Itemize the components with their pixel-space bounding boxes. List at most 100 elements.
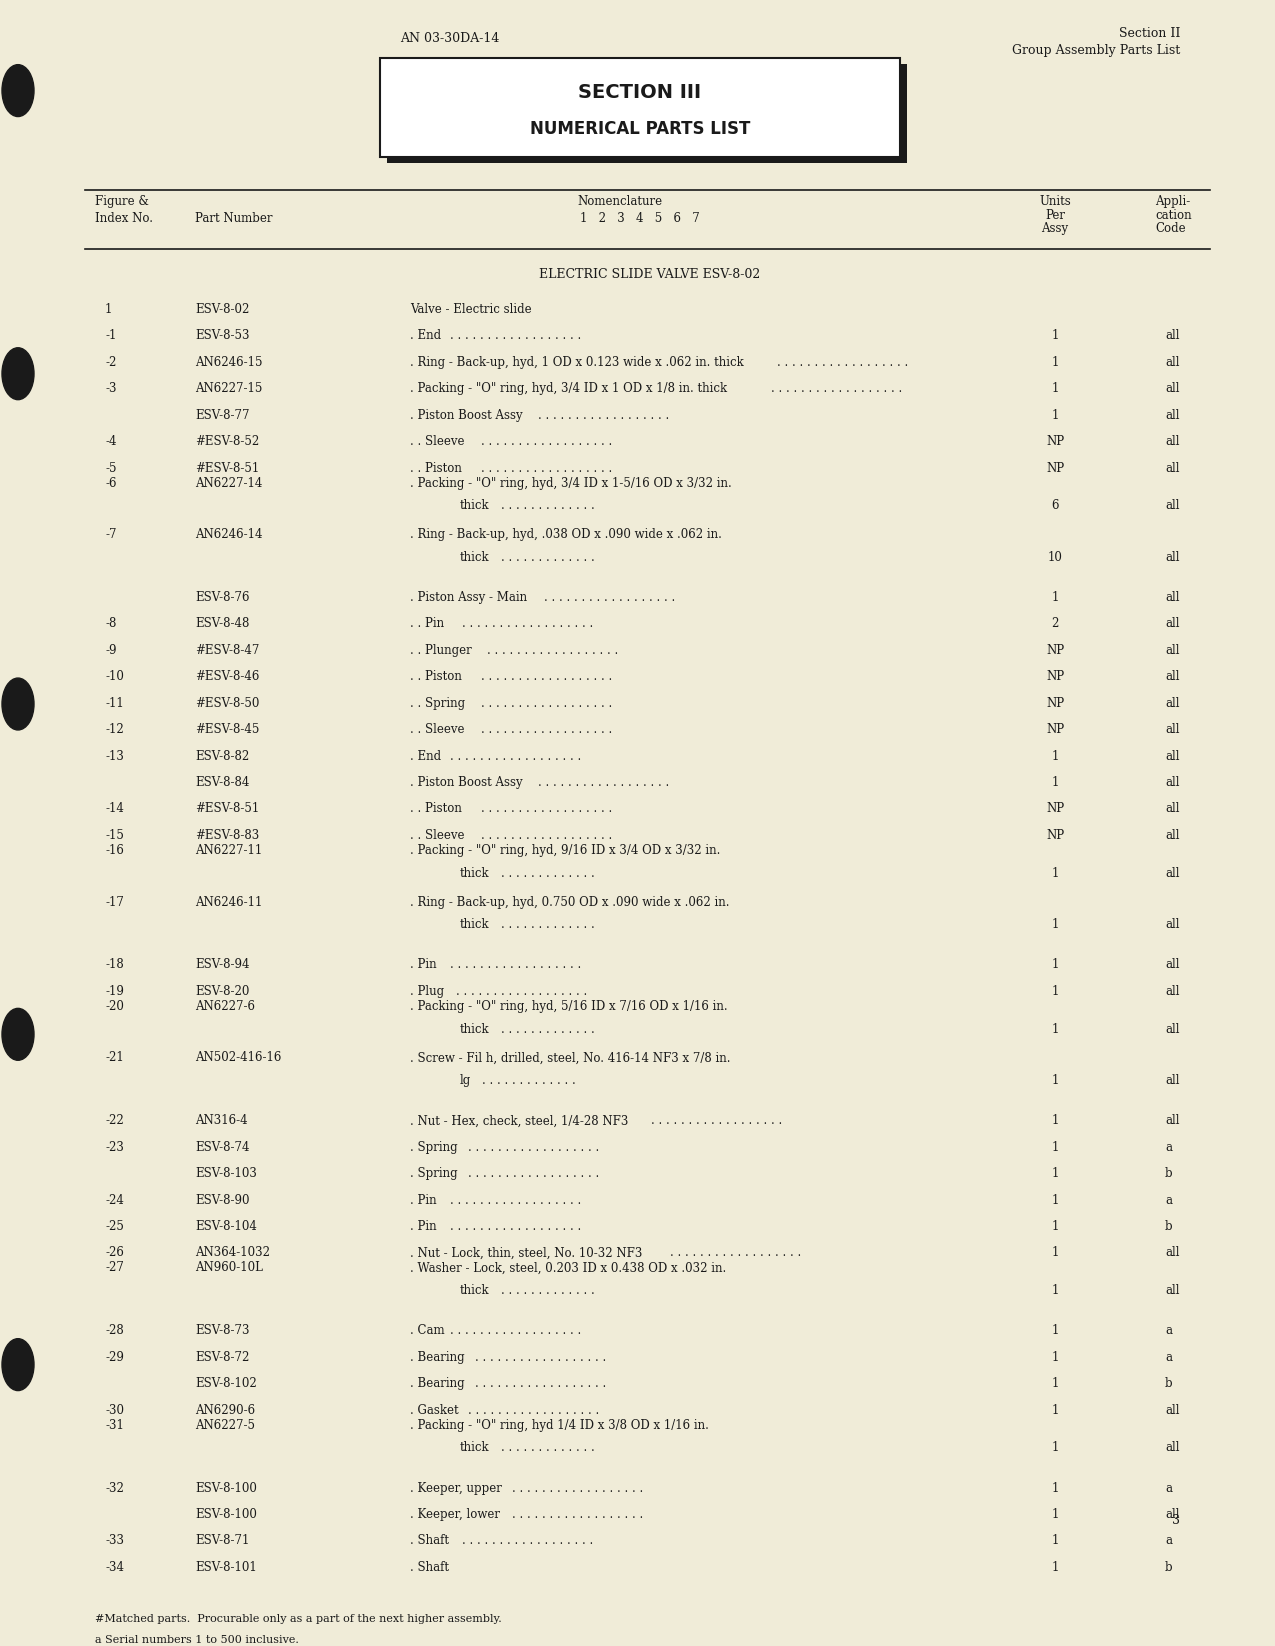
Text: all: all — [1165, 591, 1179, 604]
Text: . . . . . . . . . . . . . . . . . .: . . . . . . . . . . . . . . . . . . — [669, 1246, 801, 1259]
Text: all: all — [1165, 958, 1179, 971]
Text: . Piston Boost Assy: . Piston Boost Assy — [411, 408, 523, 421]
Text: -4: -4 — [105, 435, 116, 448]
Text: . Washer - Lock, steel, 0.203 ID x 0.438 OD x .032 in.: . Washer - Lock, steel, 0.203 ID x 0.438… — [411, 1261, 727, 1274]
Text: . . . . . . . . . . . . . . . . . .: . . . . . . . . . . . . . . . . . . — [450, 1325, 580, 1337]
Text: . Pin: . Pin — [411, 1193, 436, 1207]
Text: all: all — [1165, 775, 1179, 788]
Text: AN6246-11: AN6246-11 — [195, 895, 263, 909]
Text: NP: NP — [1046, 830, 1065, 841]
Text: . . Spring: . . Spring — [411, 696, 465, 709]
Text: 1: 1 — [1052, 1246, 1058, 1259]
Text: . Ring - Back-up, hyd, 1 OD x 0.123 wide x .062 in. thick: . Ring - Back-up, hyd, 1 OD x 0.123 wide… — [411, 356, 743, 369]
Text: 1   2   3   4   5   6   7: 1 2 3 4 5 6 7 — [580, 211, 700, 224]
Text: . Nut - Hex, check, steel, 1/4-28 NF3: . Nut - Hex, check, steel, 1/4-28 NF3 — [411, 1114, 629, 1128]
Text: all: all — [1165, 617, 1179, 630]
Text: . . . . . . . . . . . . . . . . . .: . . . . . . . . . . . . . . . . . . — [513, 1481, 644, 1495]
Text: AN960-10L: AN960-10L — [195, 1261, 263, 1274]
Text: . . . . . . . . . . . . . . . . . .: . . . . . . . . . . . . . . . . . . — [474, 1378, 606, 1391]
Text: NUMERICAL PARTS LIST: NUMERICAL PARTS LIST — [530, 120, 750, 138]
Text: 1: 1 — [1052, 329, 1058, 342]
Text: . Packing - "O" ring, hyd 1/4 ID x 3/8 OD x 1/16 in.: . Packing - "O" ring, hyd 1/4 ID x 3/8 O… — [411, 1419, 709, 1432]
Text: . Plug: . Plug — [411, 984, 444, 997]
Text: all: all — [1165, 1022, 1179, 1035]
Text: Code: Code — [1155, 222, 1186, 235]
Text: . Gasket: . Gasket — [411, 1404, 459, 1417]
Text: Per: Per — [1046, 209, 1065, 222]
Text: ESV-8-90: ESV-8-90 — [195, 1193, 250, 1207]
Text: . . . . . . . . . . . . . . . . . .: . . . . . . . . . . . . . . . . . . — [771, 382, 901, 395]
Text: Appli-: Appli- — [1155, 196, 1191, 209]
Text: all: all — [1165, 803, 1179, 815]
Text: -31: -31 — [105, 1419, 124, 1432]
Text: -11: -11 — [105, 696, 124, 709]
Text: thick: thick — [460, 867, 490, 879]
Text: all: all — [1165, 408, 1179, 421]
Text: . Shaft: . Shaft — [411, 1534, 449, 1547]
Text: -1: -1 — [105, 329, 116, 342]
Text: . Bearing: . Bearing — [411, 1351, 464, 1365]
Ellipse shape — [3, 1338, 34, 1391]
Text: b: b — [1165, 1378, 1173, 1391]
Text: all: all — [1165, 356, 1179, 369]
Text: NP: NP — [1046, 803, 1065, 815]
Text: all: all — [1165, 1442, 1179, 1455]
Text: . . . . . . . . . . . . . . . . . .: . . . . . . . . . . . . . . . . . . — [481, 696, 612, 709]
Text: . . . . . . . . . . . . . . . . . .: . . . . . . . . . . . . . . . . . . — [462, 1534, 593, 1547]
Text: -14: -14 — [105, 803, 124, 815]
Text: . . . . . . . . . . . . . . . . . .: . . . . . . . . . . . . . . . . . . — [468, 1404, 599, 1417]
Text: . . . . . . . . . . . . . . . . . .: . . . . . . . . . . . . . . . . . . — [455, 984, 586, 997]
Text: . . . . . . . . . . . . .: . . . . . . . . . . . . . — [501, 1022, 594, 1035]
Text: . . . . . . . . . . . . .: . . . . . . . . . . . . . — [501, 1284, 594, 1297]
Text: . . . . . . . . . . . . . . . . . .: . . . . . . . . . . . . . . . . . . — [450, 1193, 580, 1207]
Text: 1: 1 — [1052, 382, 1058, 395]
Text: b: b — [1165, 1560, 1173, 1574]
Text: -7: -7 — [105, 528, 116, 542]
Text: . . Sleeve: . . Sleeve — [411, 830, 464, 841]
Text: -8: -8 — [105, 617, 116, 630]
Text: a: a — [1165, 1325, 1172, 1337]
Text: . Packing - "O" ring, hyd, 5/16 ID x 7/16 OD x 1/16 in.: . Packing - "O" ring, hyd, 5/16 ID x 7/1… — [411, 999, 728, 1012]
Text: 1: 1 — [1052, 1534, 1058, 1547]
Text: . Shaft: . Shaft — [411, 1560, 449, 1574]
Text: Part Number: Part Number — [195, 211, 273, 224]
Text: NP: NP — [1046, 461, 1065, 474]
Text: ESV-8-71: ESV-8-71 — [195, 1534, 250, 1547]
Text: . . . . . . . . . . . . . . . . . .: . . . . . . . . . . . . . . . . . . — [481, 670, 612, 683]
Text: . . . . . . . . . . . . . . . . . .: . . . . . . . . . . . . . . . . . . — [481, 830, 612, 841]
FancyBboxPatch shape — [380, 58, 900, 156]
Text: . Keeper, upper: . Keeper, upper — [411, 1481, 502, 1495]
Text: 1: 1 — [1052, 775, 1058, 788]
Text: . . . . . . . . . . . . . . . . . .: . . . . . . . . . . . . . . . . . . — [481, 461, 612, 474]
Text: . . . . . . . . . . . . . . . . . .: . . . . . . . . . . . . . . . . . . — [538, 775, 669, 788]
Text: all: all — [1165, 918, 1179, 932]
Text: NP: NP — [1046, 696, 1065, 709]
Text: 1: 1 — [1052, 1141, 1058, 1154]
Text: . . . . . . . . . . . . . . . . . .: . . . . . . . . . . . . . . . . . . — [481, 723, 612, 736]
Text: AN6227-6: AN6227-6 — [195, 999, 255, 1012]
Text: -26: -26 — [105, 1246, 124, 1259]
Text: 1: 1 — [1052, 1167, 1058, 1180]
Text: all: all — [1165, 830, 1179, 841]
Text: all: all — [1165, 1284, 1179, 1297]
Text: ESV-8-94: ESV-8-94 — [195, 958, 250, 971]
Text: ESV-8-48: ESV-8-48 — [195, 617, 250, 630]
Text: #ESV-8-50: #ESV-8-50 — [195, 696, 259, 709]
Text: ESV-8-73: ESV-8-73 — [195, 1325, 250, 1337]
Text: all: all — [1165, 1404, 1179, 1417]
Text: . . Plunger: . . Plunger — [411, 644, 472, 657]
Text: NP: NP — [1046, 723, 1065, 736]
Text: #ESV-8-51: #ESV-8-51 — [195, 803, 259, 815]
Text: AN502-416-16: AN502-416-16 — [195, 1052, 282, 1065]
Ellipse shape — [3, 347, 34, 400]
Text: 1: 1 — [1052, 1114, 1058, 1128]
Text: 1: 1 — [1052, 867, 1058, 879]
Text: all: all — [1165, 1075, 1179, 1086]
Text: -9: -9 — [105, 644, 116, 657]
Text: . . Sleeve: . . Sleeve — [411, 723, 464, 736]
Text: ESV-8-76: ESV-8-76 — [195, 591, 250, 604]
Text: . Pin: . Pin — [411, 1220, 436, 1233]
Text: thick: thick — [460, 551, 490, 565]
Text: all: all — [1165, 723, 1179, 736]
Text: ESV-8-77: ESV-8-77 — [195, 408, 250, 421]
